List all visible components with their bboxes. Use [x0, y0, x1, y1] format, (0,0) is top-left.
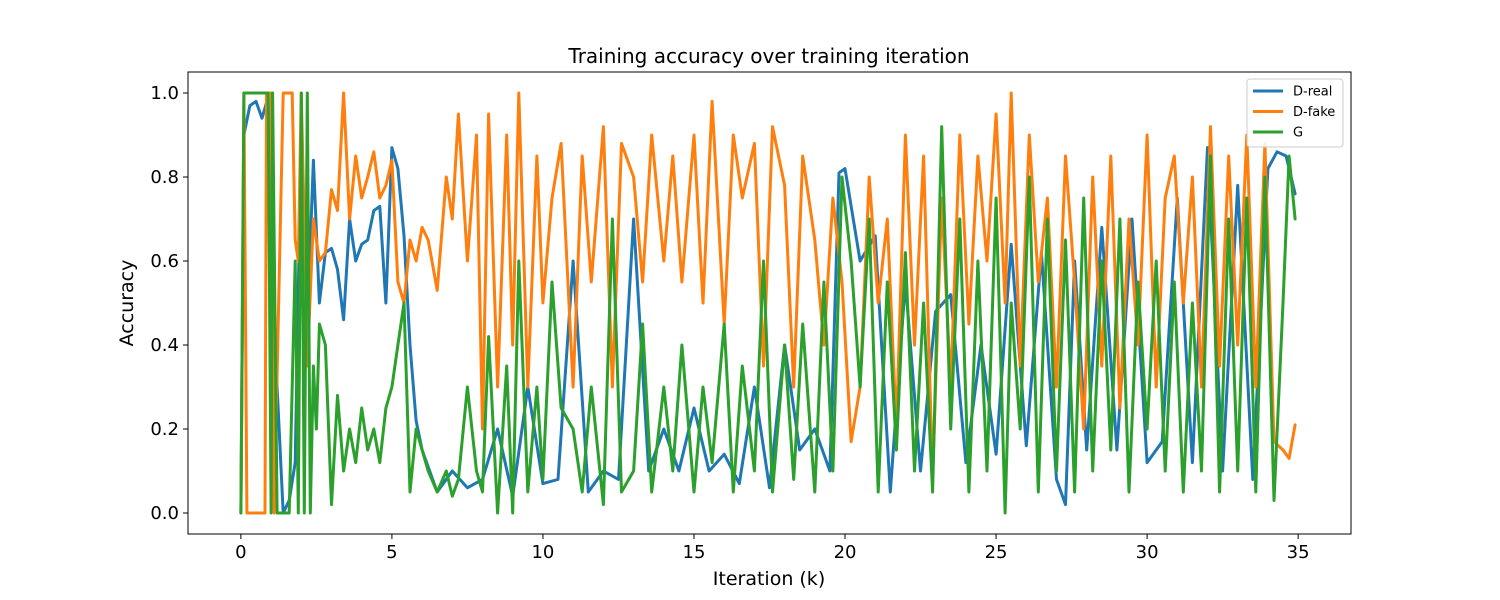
x-tick-label: 15 — [683, 542, 706, 563]
x-tick-label: 30 — [1136, 542, 1159, 563]
legend: D-real D-fake G — [1246, 78, 1344, 148]
x-axis-ticks: 0 5 10 15 20 25 30 35 — [235, 534, 1310, 563]
legend-label: D-real — [1293, 85, 1332, 100]
x-tick-label: 0 — [235, 542, 246, 563]
y-axis-ticks: 0.0 0.2 0.4 0.6 0.8 1.0 — [150, 83, 188, 524]
x-tick-label: 5 — [386, 542, 397, 563]
y-tick-label: 1.0 — [150, 83, 179, 104]
series-line-d-real — [239, 95, 1297, 515]
legend-box — [1246, 78, 1344, 148]
x-tick-label: 35 — [1287, 542, 1310, 563]
x-tick-label: 20 — [834, 542, 857, 563]
x-tick-label: 25 — [985, 542, 1008, 563]
legend-label: D-fake — [1293, 105, 1335, 120]
plot-lines — [239, 91, 1297, 515]
plot-frame — [187, 71, 1352, 535]
series-line-d-fake — [239, 91, 1297, 515]
y-tick-label: 0.2 — [150, 419, 179, 440]
y-tick-label: 0.6 — [150, 251, 179, 272]
y-axis-label: Accuracy — [116, 260, 138, 347]
y-tick-label: 0.0 — [150, 503, 179, 524]
chart-title: Training accuracy over training iteratio… — [567, 44, 969, 68]
x-tick-label: 10 — [531, 542, 554, 563]
y-tick-label: 0.8 — [150, 167, 179, 188]
series-line-g — [239, 91, 1297, 515]
legend-label: G — [1293, 126, 1303, 141]
x-axis-label: Iteration (k) — [713, 568, 825, 590]
y-tick-label: 0.4 — [150, 335, 179, 356]
